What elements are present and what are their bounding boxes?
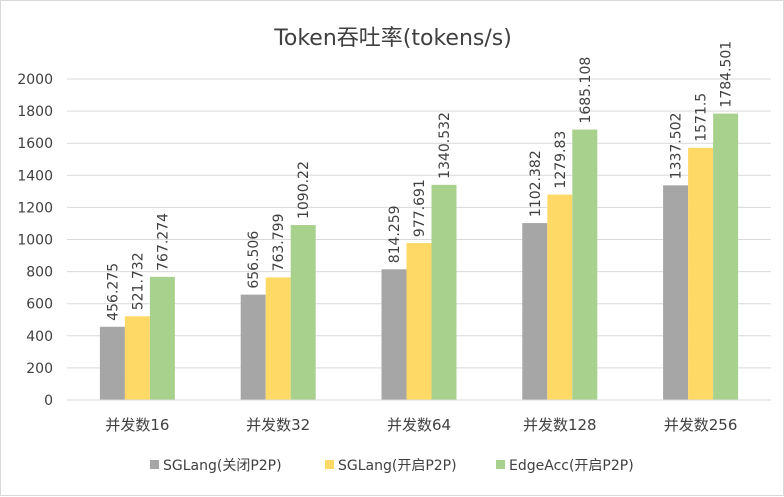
bar-value-label: 1571.5 bbox=[694, 93, 710, 142]
chart-title: Token吞吐率(tokens/s) bbox=[273, 26, 512, 51]
legend-swatch bbox=[325, 460, 334, 469]
bar-value-label: 1279.83 bbox=[553, 131, 569, 189]
legend-swatch bbox=[496, 460, 505, 469]
x-tick-label: 并发数64 bbox=[387, 416, 451, 434]
y-tick-label: 2000 bbox=[17, 72, 53, 88]
x-tick-label: 并发数128 bbox=[523, 416, 597, 434]
legend-label: EdgeAcc(开启P2P) bbox=[509, 458, 634, 474]
y-tick-label: 1600 bbox=[17, 136, 53, 152]
bar-value-label: 814.259 bbox=[387, 205, 403, 263]
bar-value-label: 456.275 bbox=[105, 263, 121, 321]
y-tick-label: 1000 bbox=[17, 233, 53, 249]
bar bbox=[99, 326, 125, 400]
legend-label: SGLang(开启P2P) bbox=[338, 458, 457, 474]
legend: SGLang(关闭P2P) SGLang(开启P2P) EdgeAcc(开启P2P) bbox=[150, 458, 634, 474]
bar-value-label: 1685.108 bbox=[578, 57, 594, 124]
bar bbox=[381, 269, 407, 400]
x-tick-label: 并发数32 bbox=[246, 416, 310, 434]
bar bbox=[265, 277, 291, 400]
x-tick-label: 并发数256 bbox=[664, 416, 738, 434]
y-axis: 0 200 400 600 800 1000 1200 1400 1600 1800 2000 bbox=[17, 72, 53, 409]
y-tick-label: 1400 bbox=[17, 168, 53, 184]
bar-value-label: 1337.502 bbox=[669, 113, 685, 180]
bar bbox=[406, 243, 432, 400]
x-tick-label: 并发数16 bbox=[105, 416, 169, 434]
bar bbox=[431, 184, 457, 400]
y-tick-label: 1200 bbox=[17, 200, 53, 216]
bar bbox=[290, 225, 316, 400]
bar bbox=[713, 113, 739, 401]
bar-value-label: 1090.22 bbox=[296, 161, 312, 219]
bars bbox=[99, 113, 739, 401]
bar bbox=[240, 294, 266, 400]
legend-swatch bbox=[150, 460, 159, 469]
data-labels: 456.275 521.732 767.274 656.506 763.799 1090.… bbox=[105, 41, 734, 321]
bar bbox=[572, 129, 598, 400]
bar-value-label: 1102.382 bbox=[528, 150, 544, 217]
bar-value-label: 1784.501 bbox=[719, 41, 735, 108]
y-tick-label: 0 bbox=[44, 393, 53, 409]
x-axis: 并发数16 并发数32 并发数64 并发数128 并发数256 bbox=[67, 399, 771, 434]
bar-value-label: 977.691 bbox=[412, 179, 428, 237]
bar-value-label: 1340.532 bbox=[437, 112, 453, 179]
legend-label: SGLang(关闭P2P) bbox=[163, 458, 282, 474]
bar bbox=[663, 185, 689, 400]
bar bbox=[124, 316, 150, 400]
bar bbox=[522, 223, 548, 400]
y-tick-label: 600 bbox=[26, 297, 53, 313]
bar bbox=[547, 194, 573, 400]
bar-value-label: 656.506 bbox=[246, 231, 262, 289]
y-tick-label: 400 bbox=[26, 329, 53, 345]
bar bbox=[149, 276, 175, 400]
bar bbox=[688, 147, 714, 400]
y-tick-label: 200 bbox=[26, 361, 53, 377]
bar-value-label: 521.732 bbox=[130, 252, 146, 310]
bar-value-label: 767.274 bbox=[155, 213, 171, 271]
y-tick-label: 800 bbox=[26, 265, 53, 281]
y-tick-label: 1800 bbox=[17, 104, 53, 120]
bar-value-label: 763.799 bbox=[271, 214, 287, 272]
